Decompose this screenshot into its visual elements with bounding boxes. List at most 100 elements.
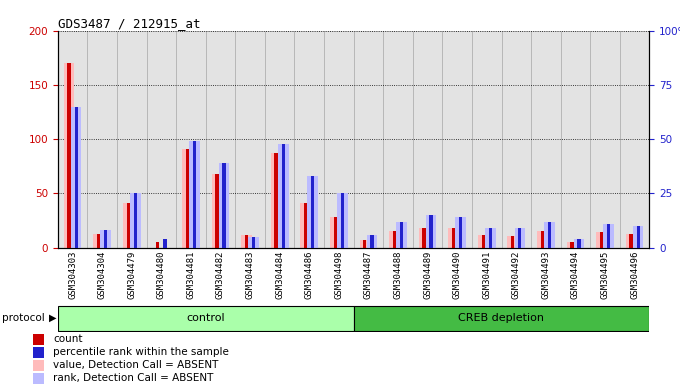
Bar [104, 230, 107, 248]
Bar [367, 235, 377, 248]
Bar [571, 242, 573, 248]
Bar [430, 215, 432, 248]
Bar [600, 232, 603, 248]
Bar [278, 144, 288, 248]
Bar [252, 237, 255, 248]
Text: GSM304304: GSM304304 [98, 251, 107, 299]
Bar [134, 194, 137, 248]
Bar [636, 226, 640, 248]
Bar [596, 232, 607, 248]
Text: ▶: ▶ [49, 313, 56, 323]
Bar [531, 31, 561, 248]
Bar [337, 194, 347, 248]
Bar [443, 31, 472, 248]
Text: GSM304488: GSM304488 [394, 251, 403, 299]
Text: protocol: protocol [2, 313, 45, 323]
Bar [515, 228, 525, 248]
Bar [275, 153, 277, 248]
Bar [456, 217, 466, 248]
Text: GSM304491: GSM304491 [482, 251, 491, 299]
Text: CREB depletion: CREB depletion [458, 313, 545, 323]
Bar [419, 228, 429, 248]
Bar [485, 228, 496, 248]
Bar [607, 224, 610, 248]
Text: GSM304490: GSM304490 [453, 251, 462, 299]
Bar [101, 230, 111, 248]
Bar [354, 306, 649, 331]
Bar [189, 141, 200, 248]
Bar [33, 347, 44, 358]
Bar [400, 222, 403, 248]
Bar [67, 63, 71, 248]
Bar [507, 236, 518, 248]
Text: GSM304481: GSM304481 [186, 251, 195, 299]
Text: GSM304493: GSM304493 [541, 251, 550, 299]
Bar [478, 235, 488, 248]
Bar [126, 203, 130, 248]
Bar [626, 233, 636, 248]
Bar [206, 31, 235, 248]
Bar [422, 228, 426, 248]
Text: GSM304484: GSM304484 [275, 251, 284, 299]
Bar [87, 31, 117, 248]
Bar [630, 233, 632, 248]
Text: GSM304494: GSM304494 [571, 251, 580, 299]
Bar [193, 141, 196, 248]
Bar [64, 63, 74, 248]
Bar [33, 334, 44, 345]
Bar [330, 217, 341, 248]
Bar [265, 31, 294, 248]
Bar [363, 240, 367, 248]
Bar [603, 224, 614, 248]
Bar [541, 232, 544, 248]
Text: count: count [53, 334, 82, 344]
Bar [360, 240, 370, 248]
Bar [33, 373, 44, 384]
Bar [93, 233, 104, 248]
Bar [396, 222, 407, 248]
Bar [311, 176, 314, 248]
Bar [294, 31, 324, 248]
Bar [235, 31, 265, 248]
Bar [307, 176, 318, 248]
Text: GSM304492: GSM304492 [512, 251, 521, 299]
Bar [371, 235, 373, 248]
Bar [481, 235, 485, 248]
Bar [452, 228, 455, 248]
Text: GSM304482: GSM304482 [216, 251, 225, 299]
Bar [574, 239, 584, 248]
Bar [271, 153, 282, 248]
Bar [620, 31, 649, 248]
Bar [245, 235, 248, 248]
Bar [426, 215, 437, 248]
Bar [459, 217, 462, 248]
Bar [248, 237, 259, 248]
Bar [211, 174, 222, 248]
Text: control: control [186, 313, 225, 323]
Bar [156, 242, 159, 248]
Text: GSM304483: GSM304483 [245, 251, 254, 299]
Text: GSM304487: GSM304487 [364, 251, 373, 299]
Bar [354, 31, 384, 248]
Bar [448, 228, 459, 248]
Bar [537, 232, 547, 248]
Bar [393, 232, 396, 248]
Bar [163, 239, 167, 248]
Bar [384, 31, 413, 248]
Bar [324, 31, 354, 248]
Bar [518, 228, 522, 248]
Bar [219, 163, 229, 248]
Bar [186, 149, 189, 248]
Bar [566, 242, 577, 248]
Bar [334, 217, 337, 248]
Text: GSM304498: GSM304498 [335, 251, 343, 299]
Bar [304, 203, 307, 248]
Bar [58, 306, 354, 331]
Bar [472, 31, 502, 248]
Bar [633, 226, 643, 248]
Bar [241, 235, 252, 248]
Bar [502, 31, 531, 248]
Text: GSM304303: GSM304303 [68, 251, 77, 299]
Bar [117, 31, 147, 248]
Bar [489, 228, 492, 248]
